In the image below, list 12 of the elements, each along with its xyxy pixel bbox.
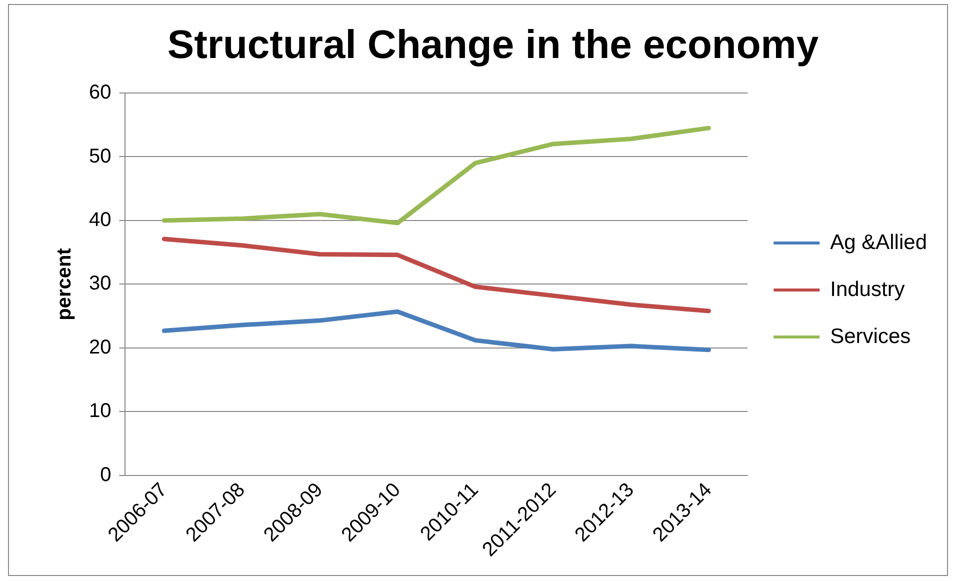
- y-axis-title: percent: [54, 248, 76, 320]
- y-tick-label: 40: [88, 209, 112, 231]
- y-tick-label: 10: [88, 400, 112, 422]
- legend-label: Industry: [830, 278, 906, 301]
- y-tick-label: 20: [88, 336, 112, 358]
- legend-label: Ag &Allied: [830, 230, 927, 254]
- y-tick-label: 30: [88, 272, 112, 295]
- y-tick-label: 60: [88, 82, 112, 104]
- y-tick-label: 50: [88, 145, 112, 168]
- legend-label: Services: [830, 324, 911, 348]
- y-tick-label: 0: [100, 464, 112, 486]
- chart-title: Structural Change in the economy: [167, 23, 820, 68]
